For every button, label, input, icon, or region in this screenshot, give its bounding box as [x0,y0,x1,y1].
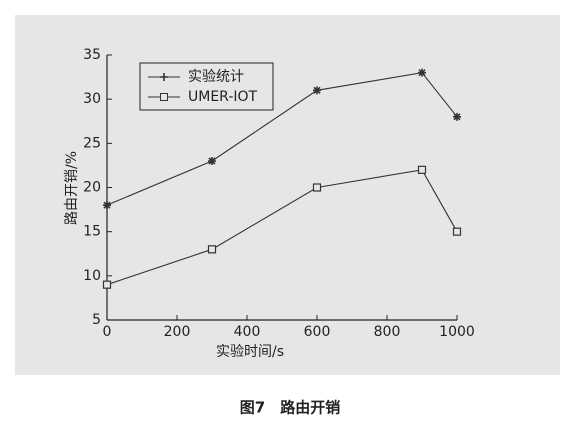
y-tick-label: 25 [83,135,101,151]
point [418,68,426,77]
y-tick-label: 30 [83,91,101,107]
point [207,245,217,254]
y-tick-label: 15 [83,224,101,240]
y-tick-label: 35 [83,47,101,63]
y-tick-label: 5 [92,312,101,328]
x-tick-label: 600 [304,324,331,340]
point [103,201,111,210]
legend-marker [160,93,168,101]
point [452,227,462,236]
point [208,157,216,165]
x-tick-label: 800 [374,324,401,340]
legend-label: 实验统计 [188,69,244,85]
x-tick-label: 0 [103,324,112,340]
legend-label: UMER-IOT [188,89,258,105]
x-tick-label: 1000 [439,324,475,340]
figure-caption: 图7 路由开销 [240,399,340,417]
legend-box [139,62,274,111]
y-axis-label: 路由开销/% [64,151,80,225]
figure-background [15,15,560,375]
point [102,280,112,289]
y-tick-label: 10 [83,268,101,284]
y-tick-label: 20 [83,180,101,196]
point [313,86,321,95]
point [312,183,322,192]
point [453,112,461,121]
x-tick-label: 200 [164,324,191,340]
x-axis-label: 实验时间/s [216,344,284,360]
legend-marker [160,73,168,81]
x-tick-label: 400 [234,324,261,340]
point [417,165,427,174]
